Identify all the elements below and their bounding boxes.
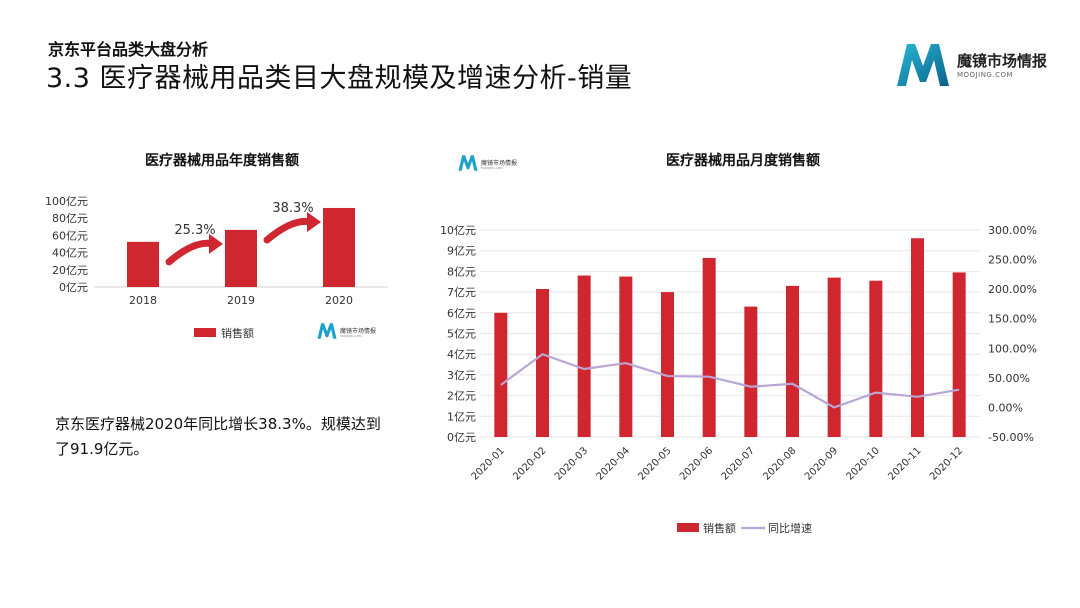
annual-bar — [127, 241, 159, 287]
growth-arrow-head — [307, 211, 321, 232]
annual-bar — [225, 229, 257, 287]
summary-text: 京东医疗器械2020年同比增长38.3%。规模达到了91.9亿元。 — [55, 415, 381, 458]
annual-y-tick-label: 20亿元 — [52, 264, 88, 277]
monthly-bar — [494, 312, 508, 437]
monthly-y-left-tick-label: 9亿元 — [447, 245, 476, 258]
monthly-x-tick-label: 2020-03 — [553, 445, 590, 482]
monthly-y-right-tick-label: 0.00% — [988, 401, 1023, 414]
page-title: 3.3 医疗器械用品类目大盘规模及增速分析-销量 — [46, 63, 633, 94]
annual-legend-label: 销售额 — [221, 326, 254, 340]
monthly-y-left-tick-label: 4亿元 — [447, 348, 476, 361]
monthly-y-left-tick-label: 0亿元 — [447, 431, 476, 444]
monthly-bar — [952, 272, 966, 437]
annual-y-tick-label: 80亿元 — [52, 212, 88, 225]
monthly-bar — [744, 306, 758, 437]
monthly-x-tick-label: 2020-02 — [511, 445, 548, 482]
monthly-bar — [577, 275, 591, 437]
monthly-y-right-tick-label: 50.00% — [988, 372, 1030, 385]
growth-rate-line — [500, 352, 960, 409]
monthly-legend-bar-label: 销售额 — [703, 521, 736, 535]
monthly-x-tick-label: 2020-05 — [636, 445, 673, 482]
monthly-y-left-tick-label: 5亿元 — [447, 328, 476, 341]
small-logo-annual: 魔镜市场情报 MOOJING.COM — [316, 320, 396, 342]
small-logo-url: MOOJING.COM — [481, 166, 503, 170]
monthly-x-tick-label: 2020-04 — [595, 445, 632, 482]
annual-x-tick-label: 2018 — [129, 294, 157, 307]
monthly-y-left-tick-label: 3亿元 — [447, 369, 476, 382]
monthly-x-tick-label: 2020-08 — [761, 445, 798, 482]
brand-url: MOOJING.COM — [957, 71, 1014, 79]
monthly-x-tick-label: 2020-10 — [845, 445, 882, 482]
monthly-bar — [702, 257, 716, 437]
growth-arrow — [263, 217, 315, 244]
small-logo-url: MOOJING.COM — [340, 334, 362, 338]
annual-x-tick-label: 2020 — [325, 294, 353, 307]
section-label: 京东平台品类大盘分析 — [48, 40, 209, 59]
monthly-legend-line-label: 同比增速 — [768, 521, 812, 535]
monthly-y-right-tick-label: 150.00% — [988, 313, 1037, 326]
annual-y-tick-label: 60亿元 — [52, 229, 88, 242]
annual-chart-title: 医疗器械用品年度销售额 — [145, 152, 299, 169]
monthly-x-tick-label: 2020-12 — [928, 445, 965, 482]
small-logo-name: 魔镜市场情报 — [481, 160, 518, 167]
monthly-chart-title: 医疗器械用品月度销售额 — [666, 152, 820, 169]
annual-y-tick-label: 0亿元 — [59, 281, 88, 294]
annual-y-tick-label: 40亿元 — [52, 247, 88, 260]
monthly-y-left-tick-label: 8亿元 — [447, 265, 476, 278]
monthly-y-right-tick-label: 250.00% — [988, 254, 1037, 267]
monthly-bar — [619, 276, 633, 437]
monthly-y-right-tick-label: 100.00% — [988, 342, 1037, 355]
monthly-bar — [911, 238, 924, 437]
monthly-bar — [536, 288, 549, 437]
monthly-y-right-tick-label: 300.00% — [988, 224, 1037, 237]
brand-logo: 魔镜市场情报 MOOJING.COM — [893, 40, 1063, 90]
annual-x-tick-label: 2019 — [227, 294, 255, 307]
growth-arrow — [165, 239, 217, 266]
monthly-bar — [827, 277, 841, 437]
monthly-bar — [786, 285, 799, 437]
small-logo-name: 魔镜市场情报 — [340, 328, 377, 335]
monthly-x-tick-label: 2020-11 — [886, 445, 923, 482]
monthly-y-left-tick-label: 2亿元 — [447, 390, 476, 403]
monthly-y-left-tick-label: 7亿元 — [447, 286, 476, 299]
monthly-x-tick-label: 2020-01 — [470, 445, 507, 482]
monthly-y-right-tick-label: 200.00% — [988, 283, 1037, 296]
growth-arrow-head — [209, 233, 223, 254]
growth-label: 25.3% — [174, 223, 215, 238]
growth-label: 38.3% — [272, 201, 313, 216]
monthly-x-tick-label: 2020-09 — [803, 445, 840, 482]
monthly-y-left-tick-label: 1亿元 — [447, 410, 476, 423]
monthly-bar — [869, 280, 883, 437]
brand-m-icon — [317, 323, 337, 339]
monthly-y-right-tick-label: -50.00% — [988, 431, 1034, 444]
monthly-x-tick-label: 2020-07 — [720, 445, 757, 482]
brand-name: 魔镜市场情报 — [957, 52, 1048, 70]
annual-y-tick-label: 100亿元 — [45, 195, 88, 208]
monthly-x-tick-label: 2020-06 — [678, 445, 715, 482]
monthly-legend-bar-swatch — [677, 523, 699, 532]
annual-legend-swatch — [194, 328, 216, 337]
monthly-bar — [661, 292, 674, 437]
brand-m-icon — [458, 155, 478, 171]
annual-bar — [323, 207, 355, 287]
monthly-y-left-tick-label: 10亿元 — [440, 224, 476, 237]
monthly-y-left-tick-label: 6亿元 — [447, 307, 476, 320]
small-logo-monthly: 魔镜市场情报 MOOJING.COM — [457, 152, 537, 174]
brand-m-icon — [897, 44, 949, 86]
